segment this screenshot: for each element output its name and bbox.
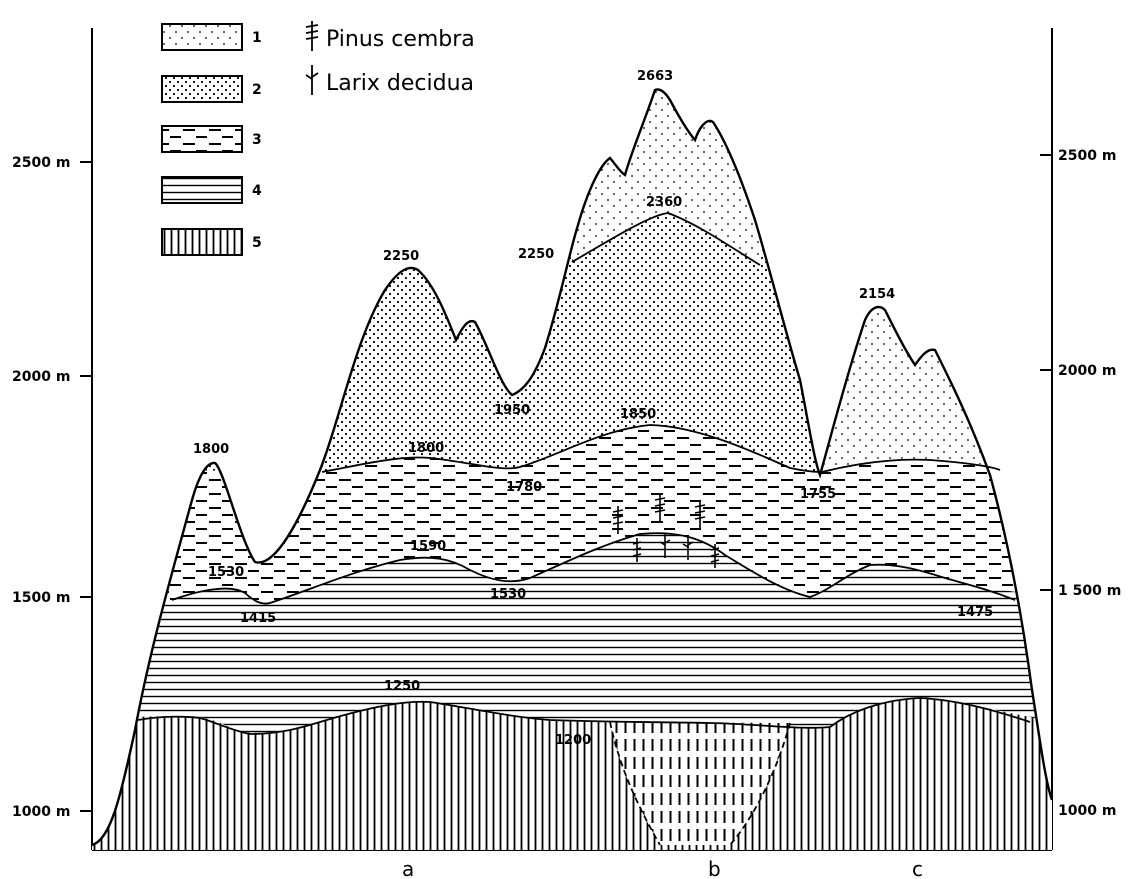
elevation-label: 1780 xyxy=(506,480,542,495)
right-axis-label-1000: 1000 m xyxy=(1058,803,1116,819)
right-axis-label-2000: 2000 m xyxy=(1058,363,1116,379)
mountain-outline xyxy=(91,88,1054,847)
legend-swatch-2 xyxy=(161,75,243,103)
location-label-b: b xyxy=(708,857,721,879)
elevation-label: 1950 xyxy=(494,403,530,418)
legend-swatch-5 xyxy=(161,228,243,256)
elevation-label: 1755 xyxy=(800,487,836,502)
elevation-label: 1800 xyxy=(408,441,444,456)
legend-label-1: 1 xyxy=(252,30,262,46)
elevation-label: 1590 xyxy=(410,539,446,554)
pine-tree-icon xyxy=(694,501,706,529)
elevation-label: 2154 xyxy=(859,287,895,302)
legend-label-3: 3 xyxy=(252,132,262,148)
right-axis-label-2500: 2500 m xyxy=(1058,148,1116,164)
elevation-label: 1850 xyxy=(620,407,656,422)
elevation-label: 1530 xyxy=(208,565,244,580)
elevation-label: 2250 xyxy=(383,249,419,264)
elevation-label: 1200 xyxy=(555,733,591,748)
pine-tree-icon xyxy=(632,538,642,562)
legend-swatch-3 xyxy=(161,125,243,153)
location-label-a: a xyxy=(402,857,414,879)
legend-swatch-1 xyxy=(161,23,243,51)
zone-boundaries xyxy=(137,212,1031,846)
tree-markers xyxy=(612,494,720,568)
elevation-label: 2250 xyxy=(518,247,554,262)
elevation-label: 1800 xyxy=(193,442,229,457)
legend: 1 2 3 4 5 Pinus cembra Larix decidua xyxy=(161,21,475,256)
pine-tree-icon xyxy=(654,494,666,522)
left-axis xyxy=(80,28,93,850)
left-axis-label-2000: 2000 m xyxy=(12,369,70,385)
elevation-label: 1415 xyxy=(240,611,276,626)
left-axis-label-2500: 2500 m xyxy=(12,155,70,171)
pine-tree-icon xyxy=(612,506,624,534)
pine-tree-icon xyxy=(305,21,319,51)
larch-tree-icon xyxy=(682,536,694,560)
larch-tree-icon xyxy=(305,65,319,95)
elevation-label: 1475 xyxy=(957,605,993,620)
right-axis xyxy=(1040,28,1053,850)
legend-label-4: 4 xyxy=(252,183,262,199)
pine-tree-icon xyxy=(710,544,720,568)
right-axis-label-1500: 1 500 m xyxy=(1058,583,1121,599)
left-axis-label-1000: 1000 m xyxy=(12,804,70,820)
elevation-labels: 2663 2360 2250 2250 2154 1950 1800 1850 … xyxy=(193,69,993,748)
elevation-label: 1250 xyxy=(384,679,420,694)
legend-label-5: 5 xyxy=(252,235,262,251)
legend-swatch-4 xyxy=(161,176,243,204)
left-axis-label-1500: 1500 m xyxy=(12,590,70,606)
legend-species-pinus: Pinus cembra xyxy=(326,27,475,52)
elevation-label: 2360 xyxy=(646,195,682,210)
location-label-c: c xyxy=(912,857,923,879)
legend-label-2: 2 xyxy=(252,82,262,98)
legend-species-larix: Larix decidua xyxy=(326,71,474,96)
elevation-label: 2663 xyxy=(637,69,673,84)
larch-tree-icon xyxy=(659,534,671,558)
elevation-label: 1530 xyxy=(490,587,526,602)
